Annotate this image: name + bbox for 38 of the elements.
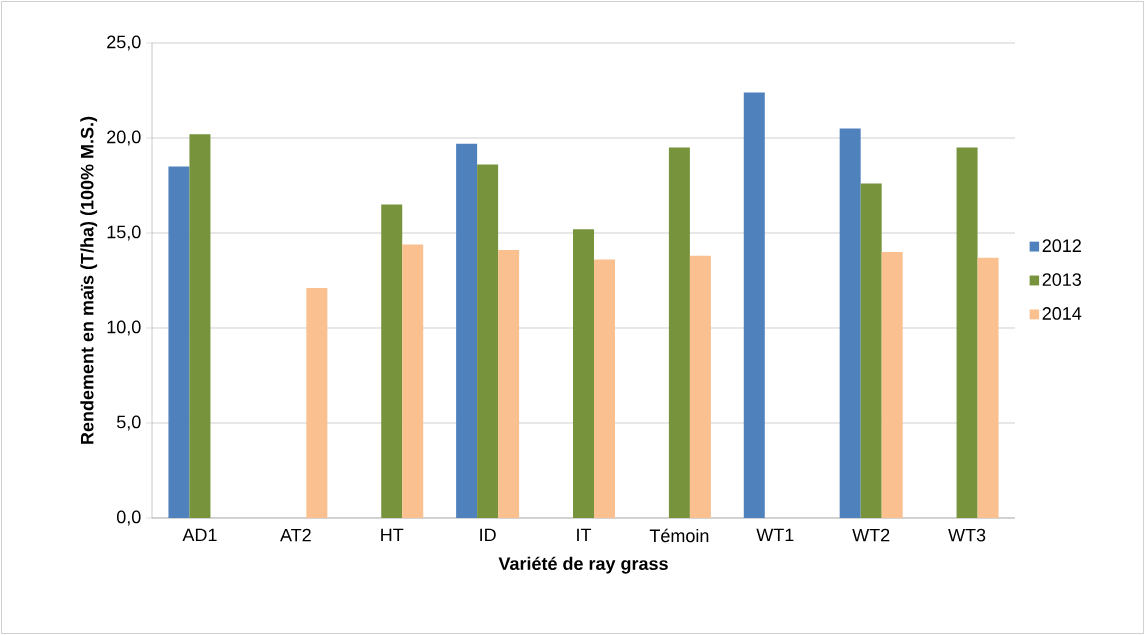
y-tick-label: 15,0 [107,225,141,241]
bar [689,255,711,518]
y-tick-label: 20,0 [107,130,141,146]
bar [668,147,690,518]
x-tick-label: Témoin [649,528,709,543]
y-tick-label: 25,0 [107,35,141,51]
bar [189,134,211,518]
legend-label: 2012 [1042,239,1081,253]
y-tick-label: 10,0 [107,320,141,336]
bar [456,143,478,518]
bar [881,252,903,518]
bar [573,229,595,518]
bar [381,204,403,518]
x-tick-label: HT [381,528,404,542]
bar [594,259,616,518]
x-tick-label: AT2 [280,528,311,542]
x-tick-label: ID [480,528,496,542]
bar [956,147,978,518]
bar [977,257,999,518]
bar [498,250,520,518]
x-tick-label: WT1 [756,528,794,542]
x-tick-label: IT [577,528,592,542]
bar [402,244,424,518]
y-tick-label: 0,0 [116,510,141,526]
bar [839,128,861,518]
bar [168,166,190,518]
y-tick-label: 5,0 [116,415,141,431]
bar [306,288,328,518]
bar [743,92,765,518]
x-tick-label: WT3 [948,528,986,542]
x-tick-label: WT2 [852,528,890,542]
y-axis-title: Rendement en maïs (T/ha) (100% M.S.) [80,116,98,444]
bar [477,164,499,518]
x-tick-label: AD1 [182,528,217,542]
legend-label: 2014 [1042,307,1082,320]
x-axis-title: Variété de ray grass [498,556,668,574]
legend-label: 2013 [1042,273,1082,286]
bar [860,183,882,518]
